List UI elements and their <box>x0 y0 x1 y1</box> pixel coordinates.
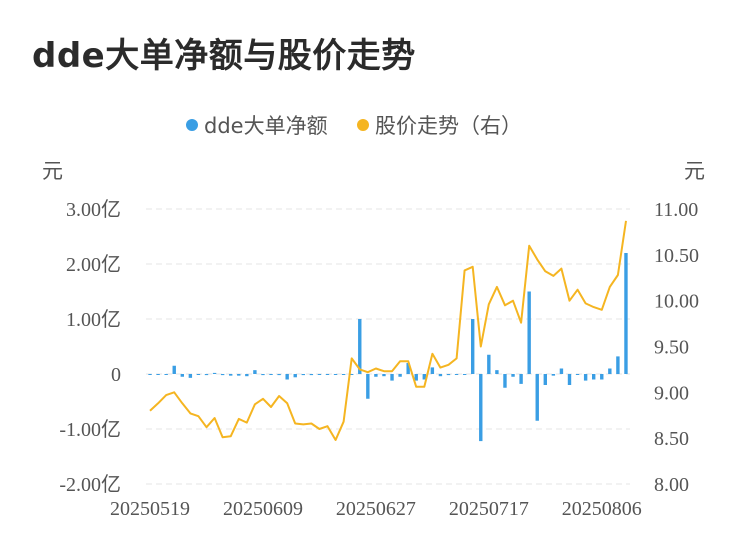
bar <box>253 370 257 374</box>
legend-label-dde: dde大单净额 <box>204 114 328 138</box>
bar <box>406 363 410 374</box>
bar <box>309 374 314 376</box>
bar <box>430 367 435 374</box>
right-tick-label: 10.00 <box>654 291 699 313</box>
x-tick-label: 20250519 <box>110 498 190 520</box>
left-tick-label: 1.00亿 <box>66 308 121 331</box>
right-axis-title: 元 <box>684 159 705 183</box>
bar <box>237 374 241 376</box>
bar <box>503 374 507 388</box>
bar <box>438 374 443 377</box>
x-tick-label: 20250806 <box>562 498 642 520</box>
legend-marker-price <box>357 119 369 131</box>
right-tick-label: 8.00 <box>654 474 689 496</box>
left-tick-label: 2.00亿 <box>66 253 121 276</box>
right-tick-label: 11.00 <box>654 199 698 221</box>
left-tick-label: -2.00亿 <box>59 473 121 496</box>
bar <box>422 374 426 380</box>
bar <box>543 374 547 385</box>
legend-label-price: 股价走势（右） <box>375 114 522 138</box>
bar <box>575 374 580 375</box>
bar <box>269 374 273 375</box>
right-axis-ticks: 11.00 10.50 10.00 9.50 9.00 8.50 8.00 <box>654 199 699 496</box>
bar-series <box>148 253 628 442</box>
bar <box>446 374 451 376</box>
bar <box>471 319 475 374</box>
x-tick-label: 20250717 <box>449 498 529 520</box>
right-tick-label: 9.50 <box>654 337 689 359</box>
x-tick-label: 20250627 <box>336 498 416 520</box>
bar <box>188 374 193 378</box>
bar <box>350 374 354 375</box>
page-title: dde大单净额与股价走势 <box>32 36 416 76</box>
bar <box>341 374 346 375</box>
bar <box>583 374 588 381</box>
bar <box>333 374 338 375</box>
bar <box>164 374 168 375</box>
bar <box>277 374 281 376</box>
bar <box>600 374 604 380</box>
bar <box>567 374 572 385</box>
bar <box>462 374 467 375</box>
bar <box>511 374 515 377</box>
left-axis-title: 元 <box>42 159 63 183</box>
bar <box>519 374 523 384</box>
bar <box>245 374 249 377</box>
bar <box>148 374 152 375</box>
bar <box>390 374 394 381</box>
bar <box>559 368 564 374</box>
left-tick-label: -1.00亿 <box>59 418 121 441</box>
bar <box>172 365 176 374</box>
bar <box>156 374 160 375</box>
bar <box>616 356 620 374</box>
bar <box>204 374 209 376</box>
bar <box>535 374 539 421</box>
price-line <box>149 220 627 441</box>
bar <box>301 374 305 376</box>
bar <box>495 370 499 374</box>
bar <box>414 374 418 381</box>
bar <box>382 374 386 377</box>
left-axis-ticks: 3.00亿 2.00亿 1.00亿 0 -1.00亿 -2.00亿 <box>59 198 121 496</box>
bar <box>398 374 402 377</box>
legend-marker-dde <box>186 119 198 131</box>
bar <box>180 374 184 377</box>
bar <box>551 374 556 376</box>
bar <box>374 374 378 377</box>
legend: dde大单净额 股价走势（右） <box>186 114 522 138</box>
bar <box>454 374 459 375</box>
right-tick-label: 8.50 <box>654 428 689 450</box>
bar <box>293 374 297 378</box>
right-tick-label: 9.00 <box>654 382 689 404</box>
bar <box>229 374 233 376</box>
bar <box>592 374 596 380</box>
x-axis-ticks: 20250519 20250609 20250627 20250717 20250806 <box>110 498 642 520</box>
bar <box>212 372 217 374</box>
bar <box>366 374 370 399</box>
bar <box>261 374 265 376</box>
bar <box>220 374 225 376</box>
line-series <box>149 220 627 441</box>
bar <box>317 374 322 375</box>
bar <box>479 374 483 442</box>
bar <box>196 374 201 375</box>
bar <box>608 368 612 374</box>
bar <box>325 374 330 375</box>
bar <box>527 291 531 374</box>
bar <box>358 319 362 374</box>
bar <box>285 374 289 380</box>
left-tick-label: 3.00亿 <box>66 198 121 221</box>
gridlines <box>146 208 630 485</box>
bar <box>624 253 628 374</box>
left-tick-label: 0 <box>111 364 121 386</box>
right-tick-label: 10.50 <box>654 245 699 267</box>
x-tick-label: 20250609 <box>223 498 303 520</box>
bar <box>487 354 491 374</box>
